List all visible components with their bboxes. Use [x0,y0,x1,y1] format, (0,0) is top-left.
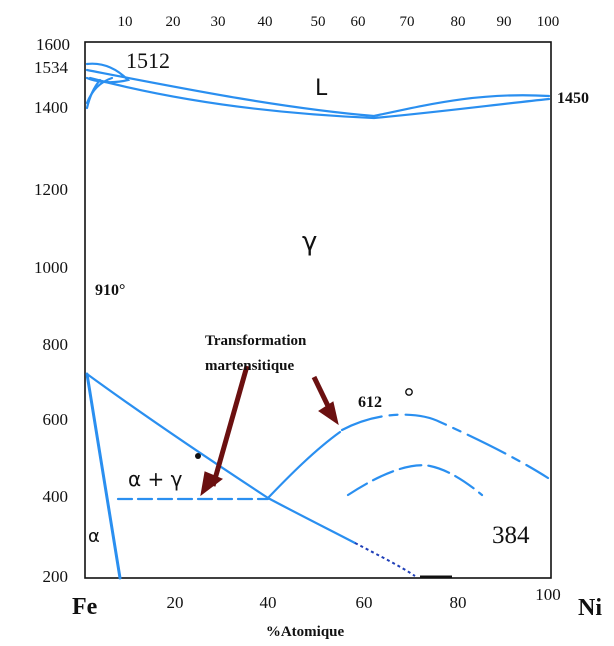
open-circle-marker [405,388,413,396]
y-tick: 400 [43,487,69,506]
solidus-lower [88,76,551,120]
temp-910-label: 910° [95,282,125,299]
alpha-gamma-lower [266,496,357,545]
top-tick: 90 [497,14,512,30]
temp-1450-label: 1450 [557,90,589,107]
top-tick: 10 [118,14,133,30]
top-tick: 30 [211,14,226,30]
transformation-label-line1: Transformation [205,333,307,349]
temp-612-label: 612 [358,394,382,411]
y-axis-ticks: 1600 1534 1400 1200 1000 800 600 400 200 [34,35,70,586]
arrow-left-head [200,471,223,497]
liquidus-upper [85,68,551,118]
peritectic-loop-1 [85,62,131,84]
dot-marker [195,453,201,459]
transformation-label-line2: martensitique [205,358,295,374]
alpha-gamma-right [266,430,342,500]
top-tick: 80 [451,14,466,30]
alpha-phase-label: α [88,526,100,547]
temp-384-label: 384 [492,522,530,549]
top-tick: 40 [258,14,273,30]
top-tick: 50 [311,14,326,30]
top-tick: 60 [351,14,366,30]
martensite-arrows [200,365,339,497]
temp-1512-label: 1512 [126,48,170,73]
x-tick: 40 [260,593,277,612]
fe-label: Fe [72,594,98,620]
y-tick: 1600 [36,35,70,54]
y-tick: 600 [43,410,69,429]
top-tick: 70 [400,14,415,30]
arrow-left [210,365,250,487]
y-tick: 800 [43,335,69,354]
phase-boundaries [85,62,551,580]
y-tick: 200 [43,567,69,586]
ordering-dome-inner [346,464,484,497]
y-tick: 1000 [34,258,68,277]
lower-dotted-boundary [354,542,416,577]
y-tick: 1400 [34,98,68,117]
x-tick: 20 [167,593,184,612]
top-tick: 20 [166,14,181,30]
x-tick: 100 [535,585,561,604]
top-tick: 100 [537,14,560,30]
alpha-gamma-upper [85,372,270,500]
arrow-right-head [318,401,339,426]
liquid-phase-label: L [315,76,328,101]
y-tick: 1200 [34,180,68,199]
gamma-phase-label: γ [302,227,317,257]
x-axis-ticks: 20 40 60 80 100 [167,585,561,612]
x-tick: 60 [356,593,373,612]
arrow-right [311,375,331,408]
alpha-solvus [85,372,122,580]
x-axis-label: %Atomique [266,624,345,640]
ordering-dome [340,413,550,480]
alpha-gamma-phase-label: α + γ [128,467,183,491]
x-tick: 80 [450,593,467,612]
liquid-minimum-left [85,78,102,110]
top-axis-ticks: 10 20 30 40 50 60 70 80 90 100 [118,14,560,30]
ni-label: Ni [578,595,602,621]
plot-frame [84,41,552,579]
y-tick: 1534 [34,58,69,77]
